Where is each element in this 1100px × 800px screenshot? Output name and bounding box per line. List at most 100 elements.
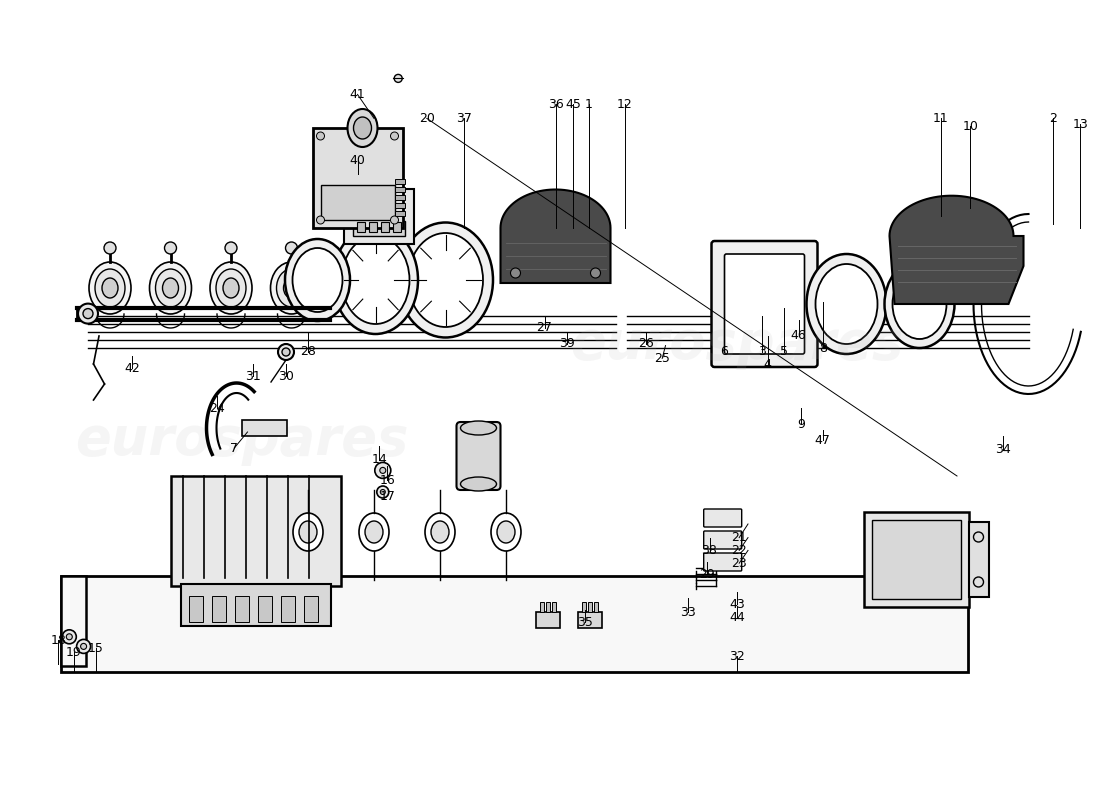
Text: 44: 44 [729, 611, 745, 624]
Circle shape [78, 304, 98, 323]
Text: 45: 45 [565, 98, 581, 110]
Text: 21: 21 [732, 531, 747, 544]
Ellipse shape [333, 226, 418, 334]
Text: 40: 40 [350, 154, 365, 166]
FancyBboxPatch shape [704, 531, 741, 549]
Ellipse shape [293, 248, 342, 312]
Circle shape [80, 643, 87, 650]
Circle shape [317, 216, 324, 224]
Bar [587, 602, 592, 612]
Ellipse shape [353, 117, 372, 139]
Text: 37: 37 [456, 112, 472, 125]
Bar [395, 179, 405, 184]
Bar [234, 596, 249, 622]
Ellipse shape [216, 269, 246, 307]
Bar [578, 612, 602, 628]
Text: 15: 15 [88, 642, 103, 654]
Bar [358, 222, 365, 232]
Circle shape [165, 242, 176, 254]
Text: 41: 41 [350, 88, 365, 101]
Text: 12: 12 [617, 98, 632, 110]
Circle shape [390, 216, 398, 224]
Ellipse shape [359, 513, 389, 551]
Text: 32: 32 [729, 650, 745, 662]
Circle shape [226, 242, 236, 254]
Bar [582, 602, 585, 612]
Text: 22: 22 [732, 544, 747, 557]
Ellipse shape [299, 521, 317, 543]
Text: 43: 43 [729, 598, 745, 610]
Text: 42: 42 [124, 362, 140, 374]
Bar [170, 476, 341, 586]
Text: 36: 36 [548, 98, 563, 110]
Bar [370, 222, 377, 232]
Text: 39: 39 [559, 338, 574, 350]
Ellipse shape [461, 477, 496, 491]
Bar [304, 596, 318, 622]
Bar [968, 522, 989, 597]
Bar [312, 128, 403, 228]
Bar [180, 584, 330, 626]
Text: 28: 28 [300, 346, 316, 358]
Ellipse shape [210, 262, 252, 314]
Ellipse shape [285, 239, 350, 321]
Text: 16: 16 [379, 474, 395, 486]
Bar [546, 602, 550, 612]
Ellipse shape [425, 513, 455, 551]
Bar [60, 576, 86, 666]
Ellipse shape [365, 521, 383, 543]
Circle shape [591, 268, 601, 278]
Text: 20: 20 [419, 112, 435, 125]
Ellipse shape [431, 521, 449, 543]
Circle shape [104, 242, 116, 254]
Ellipse shape [276, 269, 307, 307]
Text: 33: 33 [680, 606, 695, 618]
Bar [60, 576, 968, 672]
Text: eurospares: eurospares [570, 318, 904, 370]
Bar [344, 189, 415, 244]
Ellipse shape [95, 269, 125, 307]
Text: 30: 30 [278, 370, 294, 382]
Bar [242, 420, 286, 436]
FancyBboxPatch shape [456, 422, 501, 490]
Text: 3: 3 [758, 346, 767, 358]
Bar [395, 195, 405, 200]
Ellipse shape [884, 260, 955, 348]
Text: 25: 25 [654, 352, 670, 365]
Circle shape [63, 630, 76, 644]
Bar [594, 602, 597, 612]
Circle shape [286, 242, 297, 254]
Ellipse shape [223, 278, 239, 298]
Text: 2: 2 [1048, 112, 1057, 125]
Bar [280, 596, 295, 622]
Text: 38: 38 [702, 544, 717, 557]
Circle shape [375, 462, 390, 478]
Polygon shape [890, 196, 1023, 304]
Bar [394, 222, 402, 232]
FancyBboxPatch shape [704, 553, 741, 571]
Ellipse shape [892, 269, 946, 339]
FancyBboxPatch shape [712, 241, 817, 367]
Ellipse shape [293, 513, 323, 551]
FancyBboxPatch shape [725, 254, 804, 354]
Bar [188, 596, 202, 622]
Ellipse shape [341, 236, 409, 324]
Bar [864, 512, 968, 607]
Ellipse shape [408, 233, 483, 327]
Text: 14: 14 [372, 454, 387, 466]
Bar [395, 187, 405, 192]
Text: 13: 13 [1072, 118, 1088, 130]
Text: 23: 23 [732, 557, 747, 570]
Text: 7: 7 [230, 442, 239, 454]
Circle shape [278, 344, 294, 360]
Ellipse shape [163, 278, 178, 298]
Ellipse shape [398, 222, 493, 338]
Circle shape [510, 268, 520, 278]
Text: 10: 10 [962, 120, 978, 133]
FancyBboxPatch shape [704, 509, 741, 527]
Ellipse shape [155, 269, 186, 307]
Text: 1: 1 [584, 98, 593, 110]
Bar [211, 596, 226, 622]
Ellipse shape [102, 278, 118, 298]
Text: 5: 5 [780, 346, 789, 358]
